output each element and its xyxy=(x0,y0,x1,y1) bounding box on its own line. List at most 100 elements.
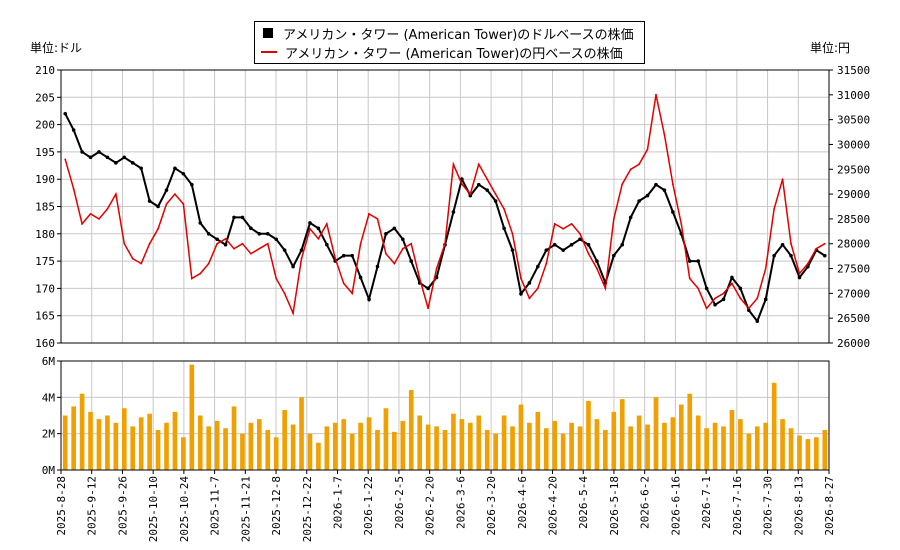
jpy-price-point xyxy=(739,297,742,300)
jpy-tick-label: 31500 xyxy=(837,64,870,77)
volume-bar xyxy=(619,399,625,470)
volume-bar xyxy=(324,426,330,470)
jpy-tick-label: 28000 xyxy=(837,238,870,251)
usd-price-point xyxy=(384,232,388,236)
volume-bar xyxy=(366,417,372,470)
usd-price-point xyxy=(181,171,186,176)
price-plot-frame xyxy=(60,69,830,344)
jpy-price-point xyxy=(705,307,708,310)
usd-price-point xyxy=(130,161,135,165)
volume-bar xyxy=(231,406,237,470)
jpy-price-point xyxy=(756,297,759,300)
jpy-tick-label: 26500 xyxy=(837,312,870,325)
usd-price-point xyxy=(401,237,405,242)
volume-bar xyxy=(265,430,271,470)
volume-bar xyxy=(290,424,296,470)
legend-item-usd: アメリカン・タワー (American Tower)のドルベースの株価 xyxy=(261,24,634,43)
volume-bar xyxy=(307,433,313,470)
usd-price-point xyxy=(468,193,473,198)
jpy-price-point xyxy=(283,292,286,295)
jpy-price-point xyxy=(579,232,581,235)
jpy-price-point xyxy=(72,188,75,191)
jpy-tick-label: 26000 xyxy=(837,337,870,350)
volume-bar xyxy=(577,426,583,470)
volume-bar xyxy=(814,437,819,470)
jpy-price-point xyxy=(148,242,151,245)
usd-tick-label: 185 xyxy=(35,201,55,214)
usd-price-point xyxy=(223,242,228,247)
usd-price-point xyxy=(536,264,540,269)
jpy-price-point xyxy=(359,242,362,245)
usd-price-point xyxy=(434,275,439,280)
jpy-price-point xyxy=(823,242,826,245)
usd-tick-label: 210 xyxy=(35,64,55,77)
usd-price-point xyxy=(586,242,591,247)
jpy-price-point xyxy=(385,252,387,255)
usd-price-point xyxy=(105,155,110,160)
volume-bar xyxy=(552,420,558,470)
x-tick-label: 2025-11-21 xyxy=(239,476,252,542)
usd-price-point xyxy=(80,150,84,154)
volume-bar xyxy=(257,419,262,470)
volume-bar xyxy=(484,430,490,470)
jpy-price-point xyxy=(621,183,624,186)
usd-price-point xyxy=(654,182,658,187)
usd-price-point xyxy=(299,248,304,252)
jpy-price-point xyxy=(815,247,818,250)
jpy-price-point xyxy=(275,277,278,280)
jpy-tick-label: 28500 xyxy=(837,213,870,226)
volume-bar xyxy=(248,422,254,470)
volume-bar xyxy=(611,411,617,470)
jpy-price-point xyxy=(81,222,83,225)
usd-price-point xyxy=(476,182,481,187)
usd-price-point xyxy=(358,275,363,280)
legend-jpy-label: アメリカン・タワー (American Tower)の円ベースの株価 xyxy=(285,46,623,62)
usd-price-point xyxy=(493,199,498,203)
volume-bar xyxy=(434,426,439,470)
jpy-price-point xyxy=(477,163,480,166)
x-tick-label: 2026-5-18 xyxy=(608,476,621,536)
volume-bar xyxy=(425,424,431,470)
usd-price-point xyxy=(274,237,279,242)
jpy-price-point xyxy=(587,252,590,255)
jpy-price-point xyxy=(503,208,505,210)
usd-price-point xyxy=(595,259,599,263)
jpy-price-point xyxy=(486,178,489,181)
usd-price-point xyxy=(730,275,734,280)
x-tick-label: 2026-2-5 xyxy=(393,476,406,529)
x-tick-label: 2025-12-22 xyxy=(301,476,314,542)
volume-bar xyxy=(400,420,406,470)
volume-bar xyxy=(822,430,828,470)
usd-price-point xyxy=(190,182,194,187)
jpy-price-point xyxy=(528,297,531,300)
x-tick-label: 2026-5-4 xyxy=(577,476,590,529)
jpy-price-point xyxy=(494,193,497,195)
usd-price-point xyxy=(409,259,414,263)
usd-price-point xyxy=(721,297,726,302)
jpy-price-point xyxy=(351,292,354,295)
volume-bar xyxy=(358,422,363,470)
volume-bar xyxy=(138,417,144,470)
usd-price-point xyxy=(772,253,776,258)
jpy-price-point xyxy=(722,292,725,295)
usd-price-point xyxy=(114,161,118,165)
jpy-price-point xyxy=(123,242,126,245)
x-tick-label: 2026-1-7 xyxy=(331,476,344,529)
usd-price-point xyxy=(704,286,709,291)
usd-price-point xyxy=(122,155,127,160)
jpy-price-point xyxy=(199,272,202,275)
jpy-price-point xyxy=(460,183,463,186)
volume-bar xyxy=(316,442,321,470)
x-tick-label: 2025-8-28 xyxy=(55,476,68,536)
x-tick-label: 2026-8-13 xyxy=(792,476,805,536)
usd-price-point xyxy=(713,302,717,307)
volume-bar xyxy=(510,426,515,470)
usd-price-point xyxy=(578,237,582,242)
volume-bar xyxy=(560,433,566,470)
usd-price-point xyxy=(611,253,616,258)
jpy-price-point xyxy=(629,168,632,171)
volume-bar xyxy=(147,413,152,470)
usd-price-point xyxy=(232,215,236,220)
volume-bar xyxy=(181,437,186,470)
volume-bar xyxy=(569,422,574,470)
